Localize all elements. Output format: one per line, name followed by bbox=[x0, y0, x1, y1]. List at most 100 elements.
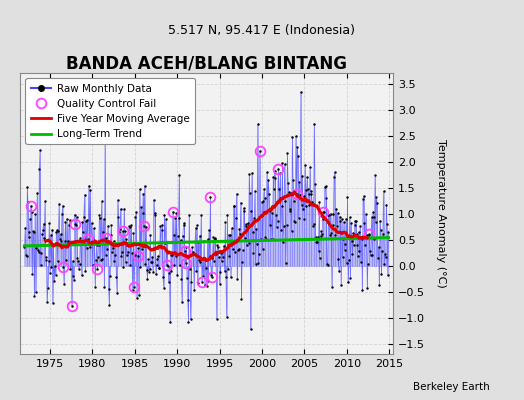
Point bbox=[132, 209, 140, 215]
Point bbox=[145, 266, 154, 273]
Point bbox=[264, 207, 272, 213]
Text: 5.517 N, 95.417 E (Indonesia): 5.517 N, 95.417 E (Indonesia) bbox=[169, 24, 355, 37]
Point bbox=[288, 134, 297, 140]
Point bbox=[107, 222, 116, 228]
Point bbox=[270, 168, 279, 174]
Point bbox=[35, 166, 43, 173]
Point bbox=[261, 234, 270, 240]
Point bbox=[267, 236, 275, 243]
Point bbox=[84, 236, 92, 242]
Point bbox=[252, 261, 260, 267]
Point bbox=[368, 251, 376, 258]
Point bbox=[258, 198, 266, 205]
Point bbox=[276, 194, 284, 201]
Point bbox=[92, 256, 100, 263]
Point bbox=[46, 270, 54, 276]
Point bbox=[307, 188, 315, 194]
Point bbox=[365, 232, 373, 239]
Point bbox=[374, 244, 383, 250]
Point bbox=[246, 326, 255, 332]
Point bbox=[149, 269, 157, 276]
Point bbox=[343, 194, 352, 200]
Point bbox=[363, 285, 372, 291]
Point bbox=[119, 264, 128, 270]
Point bbox=[40, 234, 48, 241]
Point bbox=[355, 248, 364, 254]
Point bbox=[154, 253, 162, 259]
Point bbox=[321, 183, 330, 189]
Point bbox=[333, 210, 342, 216]
Point bbox=[256, 236, 265, 242]
Point bbox=[161, 240, 169, 246]
Point bbox=[235, 226, 244, 232]
Point bbox=[138, 246, 146, 252]
Point bbox=[297, 89, 305, 95]
Point bbox=[188, 244, 196, 250]
Point bbox=[341, 247, 349, 253]
Point bbox=[329, 211, 337, 217]
Point bbox=[215, 280, 224, 287]
Point bbox=[172, 210, 181, 216]
Point bbox=[69, 273, 78, 280]
Point bbox=[227, 274, 235, 280]
Point bbox=[241, 235, 249, 242]
Point bbox=[99, 229, 107, 235]
Point bbox=[65, 222, 73, 228]
Point bbox=[195, 232, 204, 239]
Point bbox=[169, 209, 177, 215]
Point bbox=[307, 191, 315, 198]
Point bbox=[57, 231, 65, 238]
Point bbox=[219, 254, 227, 260]
Point bbox=[354, 253, 362, 260]
Point bbox=[381, 251, 389, 258]
Point bbox=[23, 252, 31, 259]
Point bbox=[96, 257, 105, 263]
Point bbox=[227, 225, 236, 231]
Point bbox=[78, 272, 86, 279]
Point bbox=[178, 299, 187, 306]
Point bbox=[155, 265, 163, 272]
Point bbox=[199, 255, 207, 261]
Point bbox=[67, 240, 75, 247]
Point bbox=[157, 226, 166, 233]
Point bbox=[106, 272, 114, 279]
Point bbox=[183, 274, 191, 281]
Point bbox=[102, 252, 110, 258]
Point bbox=[76, 235, 84, 241]
Point bbox=[53, 258, 62, 264]
Point bbox=[301, 162, 309, 168]
Point bbox=[25, 234, 33, 241]
Point bbox=[383, 221, 391, 227]
Point bbox=[150, 212, 159, 218]
Point bbox=[226, 232, 234, 238]
Point bbox=[181, 260, 190, 266]
Point bbox=[285, 189, 293, 195]
Point bbox=[165, 279, 173, 285]
Point bbox=[311, 181, 319, 188]
Point bbox=[144, 256, 152, 262]
Point bbox=[193, 222, 201, 228]
Point bbox=[124, 242, 133, 248]
Point bbox=[239, 246, 247, 253]
Point bbox=[348, 251, 357, 258]
Point bbox=[73, 214, 81, 220]
Point bbox=[292, 133, 300, 140]
Point bbox=[63, 216, 71, 222]
Point bbox=[325, 212, 333, 218]
Point bbox=[215, 254, 223, 260]
Point bbox=[77, 240, 85, 246]
Point bbox=[166, 319, 174, 326]
Point bbox=[292, 191, 301, 198]
Point bbox=[295, 179, 303, 186]
Point bbox=[309, 221, 318, 227]
Point bbox=[305, 202, 313, 208]
Point bbox=[126, 262, 135, 268]
Point bbox=[333, 223, 341, 229]
Point bbox=[84, 182, 93, 189]
Point bbox=[213, 316, 221, 322]
Point bbox=[112, 242, 120, 248]
Point bbox=[244, 220, 252, 226]
Point bbox=[59, 263, 68, 270]
Point bbox=[176, 262, 184, 268]
Point bbox=[246, 190, 254, 196]
